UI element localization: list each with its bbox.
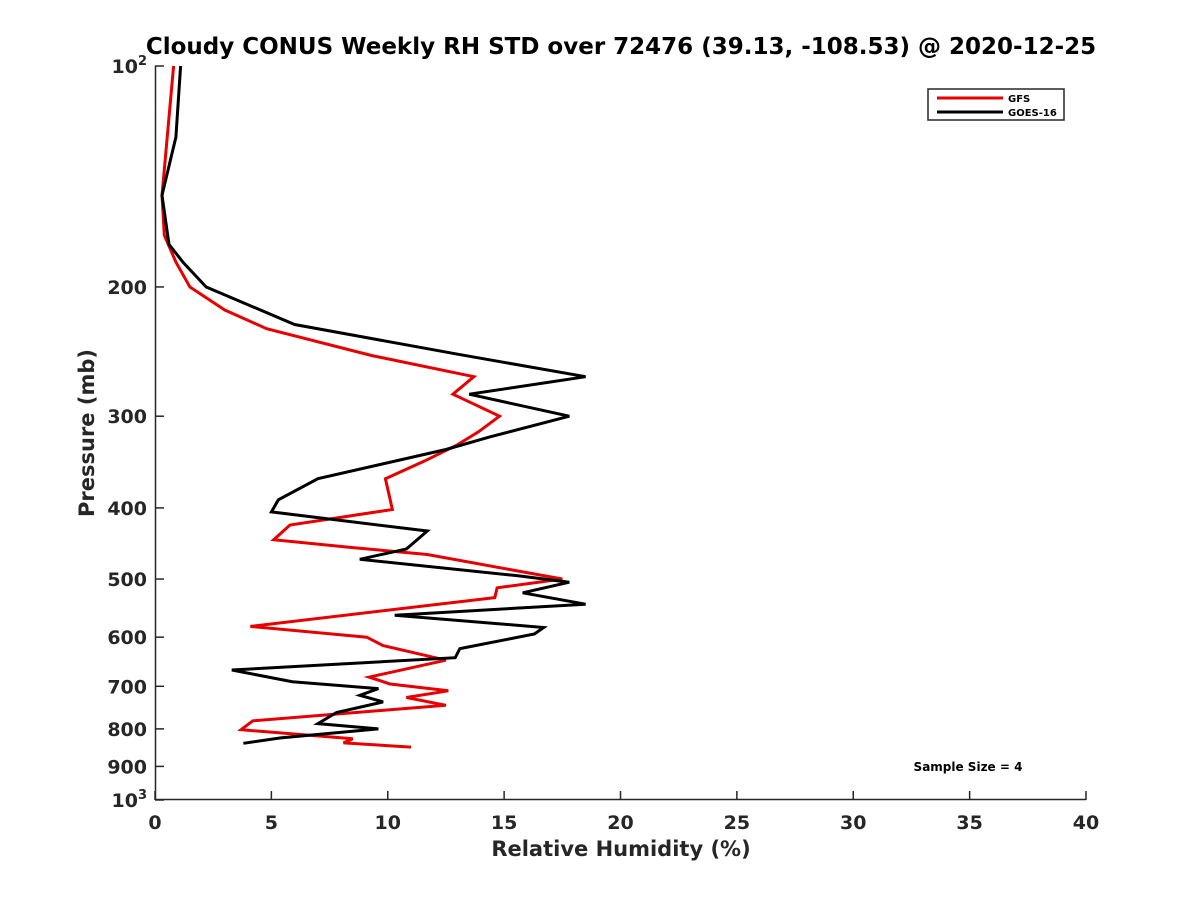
legend-box: [927, 88, 1065, 121]
legend: GFS GOES-16: [927, 88, 1065, 121]
legend-label-goes-16: GOES-16: [1008, 108, 1057, 119]
y-tick-label: 700: [107, 676, 147, 698]
sample-size-annotation: Sample Size = 4: [914, 760, 1023, 774]
y-axis-label: Pressure (mb): [75, 349, 99, 517]
x-tick-label: 35: [956, 812, 982, 834]
series-line-gfs: [160, 65, 563, 749]
x-tick-label: 20: [607, 812, 633, 834]
y-tick-label: 900: [107, 756, 147, 778]
chart-title: Cloudy CONUS Weekly RH STD over 72476 (3…: [146, 34, 1096, 60]
x-tick-label: 5: [265, 812, 278, 834]
series-layer: [160, 65, 586, 749]
series-line-goes-16: [160, 65, 586, 745]
y-tick-label: 800: [107, 719, 147, 741]
x-tick-label: 25: [724, 812, 750, 834]
y-tick-label: 102: [112, 54, 148, 78]
x-tick-label: 0: [148, 812, 161, 834]
y-tick-label: 400: [107, 498, 147, 520]
y-tick-label: 103: [112, 788, 148, 812]
legend-label-gfs: GFS: [1008, 94, 1030, 105]
y-tick-label: 600: [107, 627, 147, 649]
y-ticks: 102 200 300 400 500 600 700 800 900 103: [107, 54, 164, 812]
y-tick-label: 300: [107, 406, 147, 428]
x-tick-label: 10: [375, 812, 401, 834]
y-tick-label: 200: [107, 277, 147, 299]
x-tick-label: 40: [1073, 812, 1099, 834]
x-ticks: 0 5 10 15 20 25 30 35 40: [148, 791, 1099, 834]
x-tick-label: 15: [491, 812, 517, 834]
x-tick-label: 30: [840, 812, 866, 834]
y-tick-label: 500: [107, 569, 147, 591]
x-axis-label: Relative Humidity (%): [491, 837, 750, 861]
